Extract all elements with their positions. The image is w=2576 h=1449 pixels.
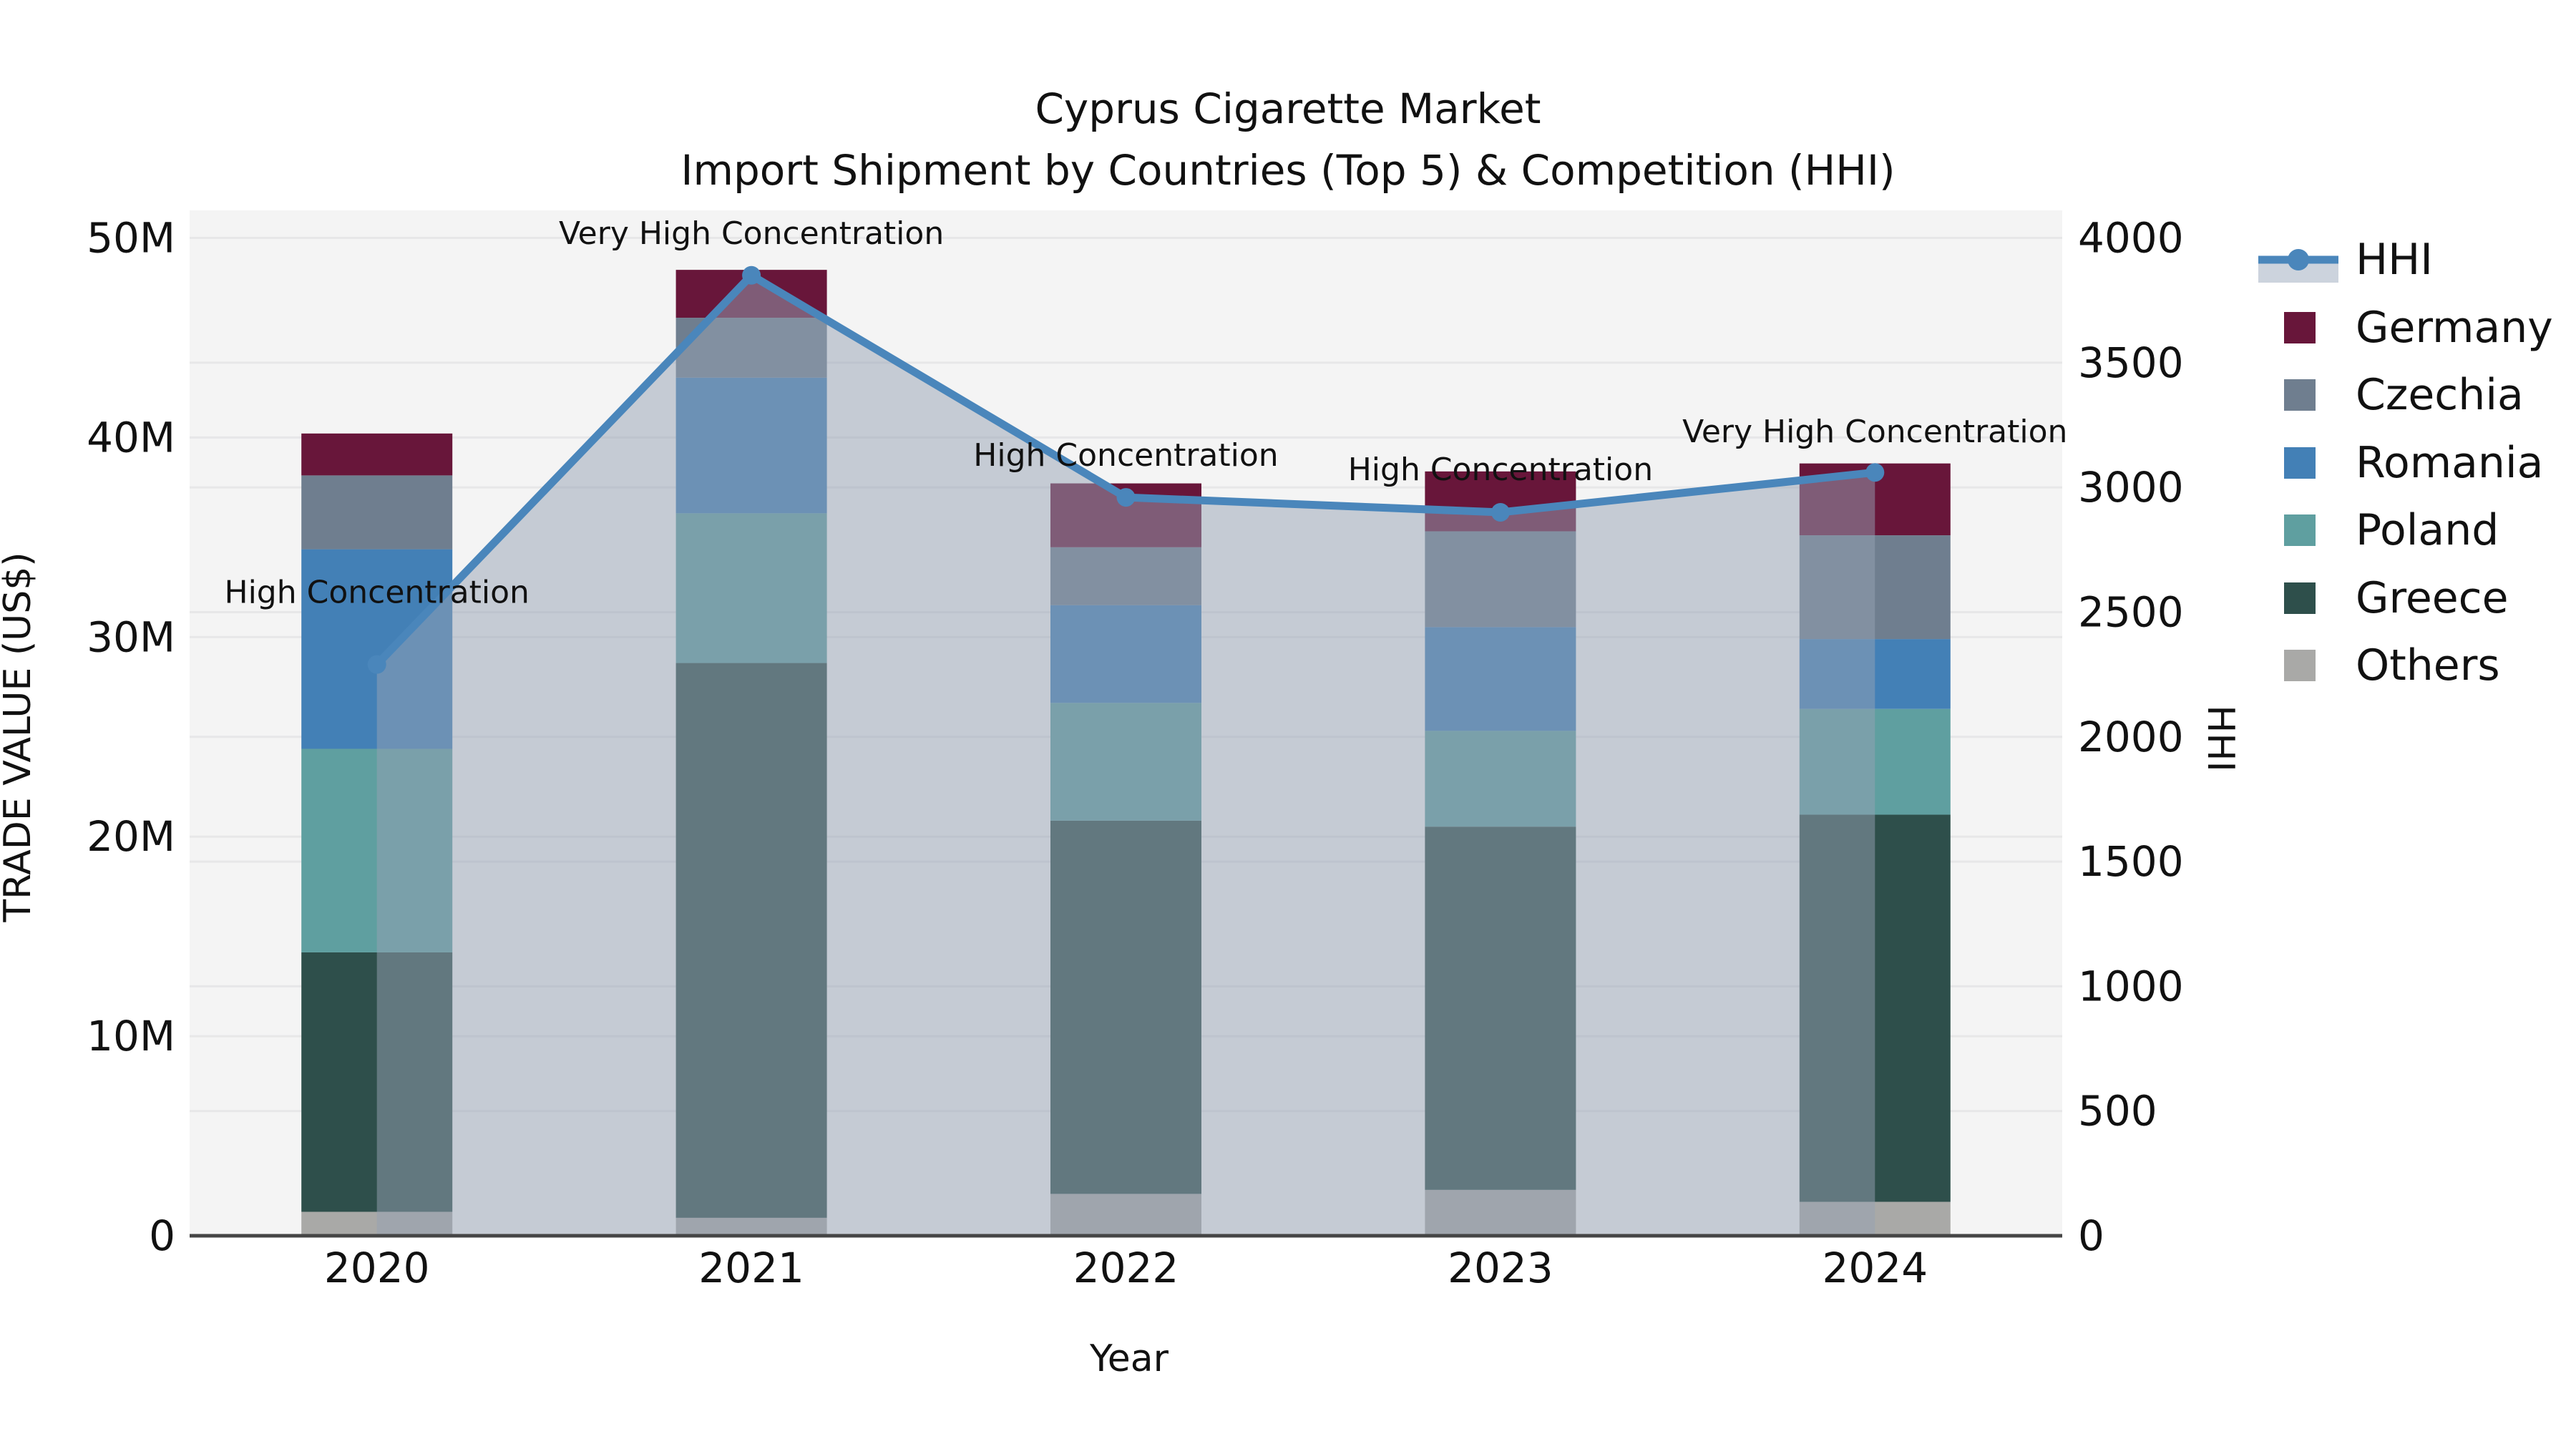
x-tick-2022: 2022: [1073, 1244, 1179, 1292]
chart-title: Cyprus Cigarette Market: [1035, 84, 1541, 133]
legend-swatch-greece: [2284, 582, 2316, 614]
left-tick-50M: 50M: [87, 214, 175, 263]
legend-swatch-poland: [2284, 514, 2316, 546]
hhi-point-2022: [1116, 488, 1136, 507]
legend-label-germany: Germany: [2356, 303, 2553, 353]
legend-label-greece: Greece: [2356, 573, 2509, 623]
annotations-layer: High Concentration Very High Concentratio…: [225, 215, 2068, 611]
x-tick-2024: 2024: [1822, 1244, 1928, 1292]
legend-swatch-romania: [2284, 447, 2316, 479]
hhi-point-2023: [1491, 502, 1510, 522]
x-tick-2021: 2021: [698, 1244, 804, 1292]
legend-swatch-germany: [2284, 312, 2316, 343]
legend-label-romania: Romania: [2356, 438, 2543, 488]
right-tick-1500: 1500: [2078, 837, 2184, 886]
right-tick-1000: 1000: [2078, 962, 2184, 1010]
legend-hhi-marker-icon: [2288, 249, 2309, 270]
legend-label-czechia: Czechia: [2356, 370, 2524, 420]
legend: HHI Germany Czechia Romania Poland Greece Othe…: [2258, 235, 2553, 691]
right-tick-500: 500: [2078, 1087, 2157, 1136]
legend-label-others: Others: [2356, 640, 2500, 691]
annotation-2021: Very High Concentration: [559, 215, 944, 252]
right-tick-0: 0: [2078, 1211, 2104, 1260]
right-y-axis-label: HHI: [2199, 705, 2242, 772]
right-tick-2500: 2500: [2078, 587, 2184, 636]
legend-swatch-others: [2284, 650, 2316, 681]
x-tick-2020: 2020: [324, 1244, 430, 1292]
left-tick-0: 0: [149, 1211, 175, 1260]
hhi-point-2020: [367, 655, 386, 674]
right-tick-4000: 4000: [2078, 214, 2184, 263]
bar-segment-2020-czechia: [301, 475, 453, 550]
hhi-point-2024: [1865, 463, 1885, 482]
annotation-2022: High Concentration: [973, 437, 1278, 474]
left-tick-40M: 40M: [87, 413, 175, 462]
left-tick-20M: 20M: [87, 812, 175, 861]
hhi-line-layer: [190, 265, 2062, 1238]
legend-label-hhi: HHI: [2356, 235, 2433, 285]
left-y-axis-label: TRADE VALUE (US$): [0, 552, 39, 922]
tick-labels-layer: 0 10M 20M 30M 40M 50M 0 500 1000 1500 2000 2500 3000…: [87, 214, 2183, 1293]
bar-segment-2020-germany: [301, 433, 453, 476]
x-axis-label: Year: [1089, 1337, 1169, 1380]
legend-label-poland: Poland: [2356, 505, 2499, 555]
right-tick-3500: 3500: [2078, 338, 2184, 387]
right-tick-3000: 3000: [2078, 463, 2184, 512]
chart-subtitle: Import Shipment by Countries (Top 5) & C…: [680, 146, 1895, 195]
legend-swatch-czechia: [2284, 379, 2316, 411]
annotation-2020: High Concentration: [225, 575, 530, 611]
left-tick-30M: 30M: [87, 613, 175, 661]
annotation-2024: Very High Concentration: [1682, 414, 2067, 450]
hhi-point-2021: [742, 265, 761, 285]
x-tick-2023: 2023: [1448, 1244, 1553, 1292]
right-tick-2000: 2000: [2078, 713, 2184, 761]
annotation-2023: High Concentration: [1348, 452, 1653, 488]
left-tick-10M: 10M: [87, 1012, 175, 1060]
